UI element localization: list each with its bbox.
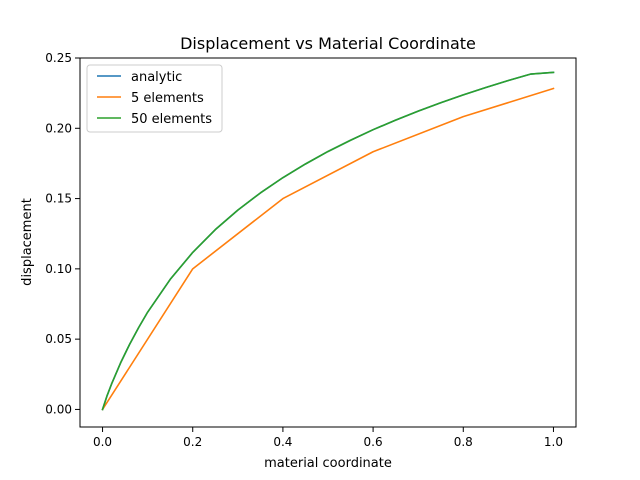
legend: analytic 5 elements 50 elements (86, 64, 223, 133)
legend-label: analytic (131, 70, 182, 85)
series-layer (101, 71, 555, 411)
series-line-1 (101, 87, 555, 411)
x-axis-label: material coordinate (264, 456, 392, 471)
legend-frame (86, 64, 223, 133)
y-tick-label: 0.00 (45, 402, 72, 416)
x-tick-label: 0.4 (273, 435, 292, 449)
y-axis-label: displacement (20, 198, 35, 286)
x-tick-label: 0.2 (183, 435, 202, 449)
x-tick-label: 1.0 (544, 435, 563, 449)
y-axis: 0.00 0.05 0.10 0.15 0.20 0.25 (45, 51, 80, 416)
series-line-2 (101, 71, 555, 411)
legend-label: 50 elements (131, 112, 212, 127)
x-tick-label: 0.8 (454, 435, 473, 449)
x-tick-label: 0.0 (93, 435, 112, 449)
x-axis: 0.0 0.2 0.4 0.6 0.8 1.0 (93, 427, 563, 449)
legend-label: 5 elements (131, 91, 204, 106)
y-tick-label: 0.10 (45, 262, 72, 276)
chart-title: Displacement vs Material Coordinate (180, 34, 476, 53)
x-tick-label: 0.6 (364, 435, 383, 449)
y-tick-label: 0.25 (45, 51, 72, 65)
y-tick-label: 0.15 (45, 192, 72, 206)
y-tick-label: 0.20 (45, 121, 72, 135)
plot-frame (79, 57, 577, 428)
y-tick-label: 0.05 (45, 332, 72, 346)
